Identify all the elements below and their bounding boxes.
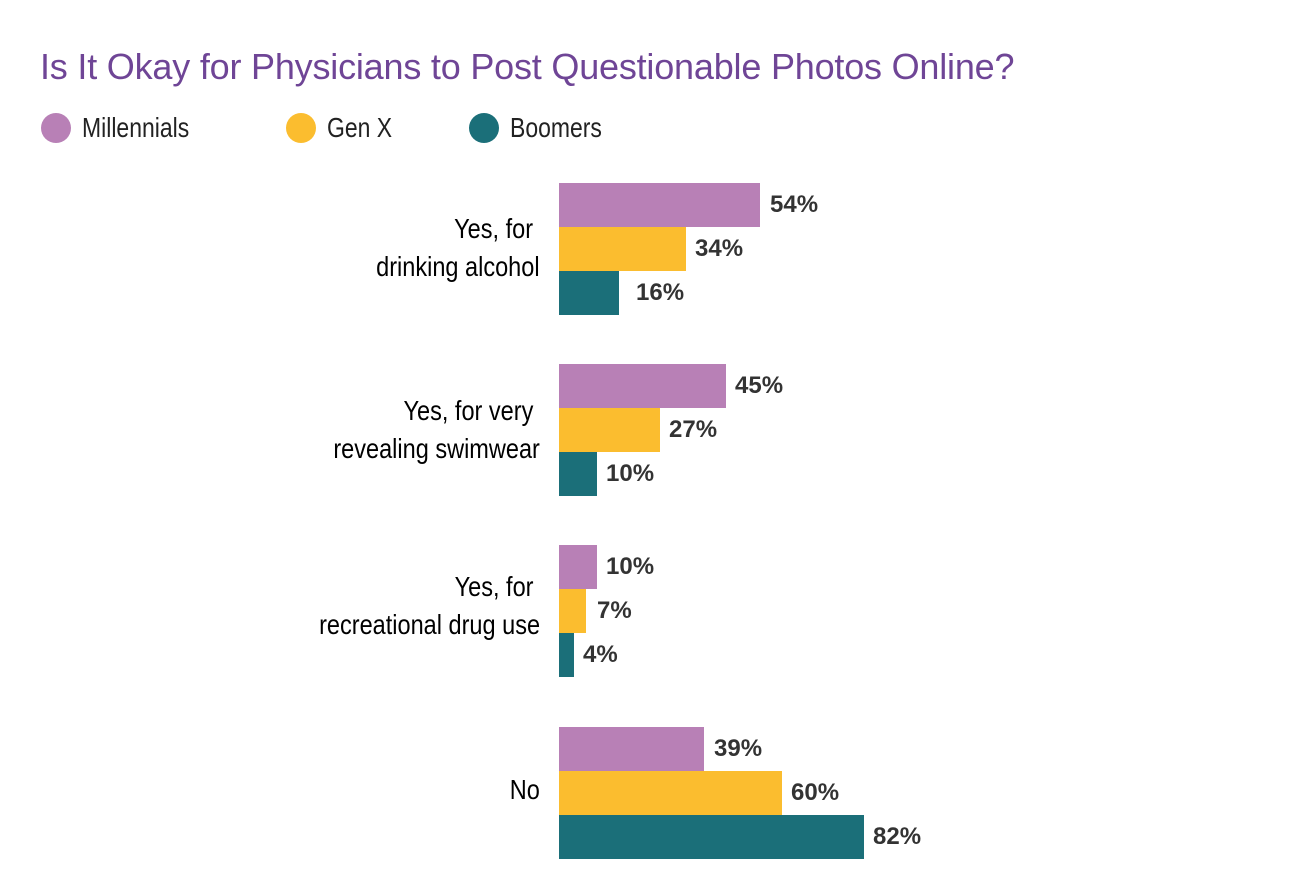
category-label-swimwear: Yes, for very revealing swimwear: [333, 395, 540, 464]
value-label: 34%: [695, 235, 744, 262]
bar-drug-boomers: [559, 633, 574, 677]
value-label: 16%: [636, 279, 685, 306]
value-label: 7%: [597, 597, 632, 624]
value-label: 10%: [606, 460, 655, 487]
value-label: 27%: [669, 416, 718, 443]
bar-no-boomers: [559, 815, 864, 859]
legend-label-millennials: Millennials: [82, 112, 190, 143]
category-label-no: No: [509, 774, 540, 805]
bar-drinking-boomers: [559, 271, 619, 315]
legend-label-boomers: Boomers: [510, 112, 602, 143]
bar-drug-genx: [559, 589, 586, 633]
value-label: 4%: [583, 641, 618, 668]
legend-item-millennials: Millennials: [41, 110, 213, 146]
bar-drug-millennials: [559, 545, 597, 589]
bar-drinking-genx: [559, 227, 686, 271]
value-label: 45%: [735, 372, 784, 399]
chart-title: Is It Okay for Physicians to Post Questi…: [40, 46, 1015, 87]
bar-no-genx: [559, 771, 782, 815]
legend-swatch-millennials: [41, 113, 71, 143]
category-label-drinking-alcohol: Yes, for drinking alcohol: [376, 213, 540, 282]
bar-no-millennials: [559, 727, 704, 771]
bar-swimwear-boomers: [559, 452, 597, 496]
value-label: 60%: [791, 779, 840, 806]
value-label: 82%: [873, 823, 922, 850]
legend-swatch-boomers: [469, 113, 499, 143]
value-label: 39%: [714, 735, 763, 762]
bar-swimwear-genx: [559, 408, 660, 452]
value-label: 10%: [606, 553, 655, 580]
bar-drinking-millennials: [559, 183, 760, 227]
category-label-drug-use: Yes, for recreational drug use: [319, 571, 540, 640]
legend-label-genx: Gen X: [327, 112, 393, 143]
value-label: 54%: [770, 191, 819, 218]
legend-swatch-genx: [286, 113, 316, 143]
legend-item-boomers: Boomers: [469, 110, 622, 146]
bar-swimwear-millennials: [559, 364, 726, 408]
legend-item-genx: Gen X: [286, 110, 406, 146]
